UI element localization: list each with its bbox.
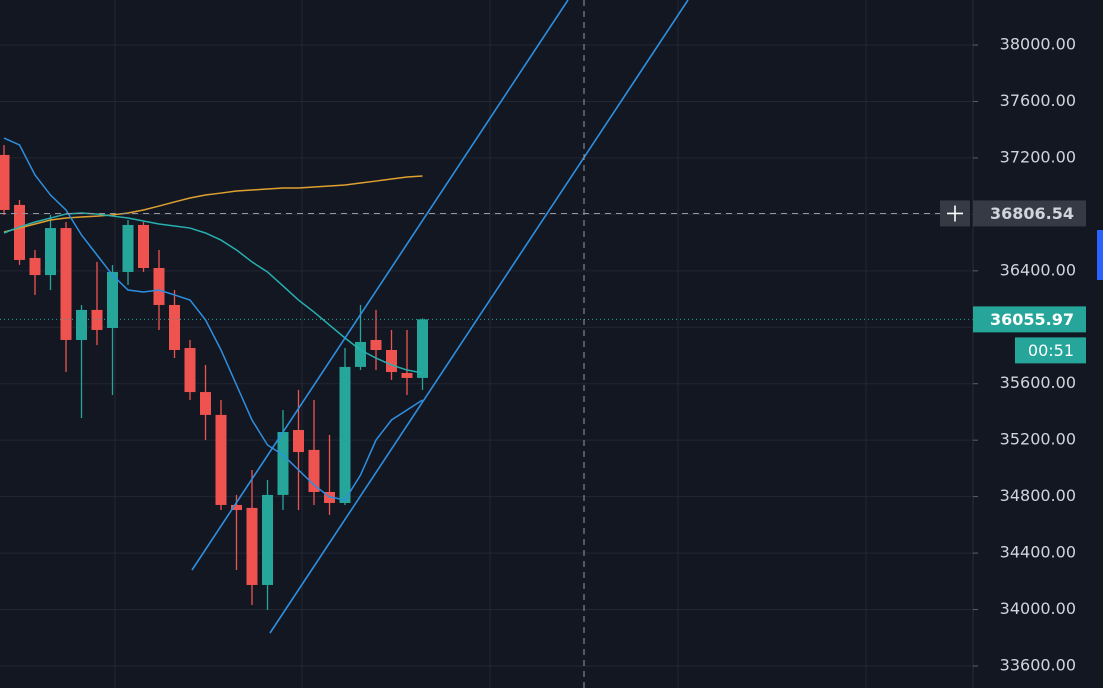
candle-body: [14, 204, 25, 260]
y-tick-label: 38000.00: [1000, 35, 1076, 54]
candle-body: [29, 257, 41, 276]
candle-body: [231, 504, 242, 511]
candle-body: [277, 431, 289, 495]
plot: [0, 137, 973, 610]
candle-body: [386, 349, 397, 373]
crosshair-price-box: [973, 200, 1086, 227]
candle-body: [169, 304, 180, 350]
y-tick-label: 34400.00: [1000, 543, 1076, 562]
y-tick-label: 37600.00: [1000, 91, 1076, 110]
candle-body: [293, 430, 304, 453]
candle-body: [153, 268, 165, 305]
y-tick-label: 34000.00: [1000, 599, 1076, 618]
scroll-indicator: [1097, 230, 1103, 280]
y-tick-label: 37200.00: [1000, 147, 1076, 166]
candle-body: [122, 224, 134, 272]
crosshair-plus: [947, 205, 963, 222]
candle-body: [45, 228, 56, 276]
y-tick-label: 35200.00: [1000, 430, 1076, 449]
candle-body: [355, 341, 366, 367]
last-price-box: [973, 306, 1086, 333]
candle-body: [246, 507, 258, 585]
candle-body: [60, 228, 72, 340]
y-tick-label: 34800.00: [1000, 486, 1076, 505]
candle-body: [0, 154, 10, 210]
candle-body: [91, 309, 103, 330]
candle-body: [107, 271, 118, 328]
candle-body: [308, 449, 320, 492]
y-tick-label: 33600.00: [1000, 655, 1076, 674]
channel-drawing: [191, 0, 689, 634]
candle-body: [417, 319, 428, 378]
candle-body: [76, 309, 87, 340]
candle-body: [200, 392, 211, 415]
last-price-label: 36055.97: [990, 310, 1074, 329]
candle-body: [262, 494, 273, 585]
countdown-box: [1015, 337, 1086, 364]
candle-body: [370, 339, 382, 350]
channel-line: [191, 0, 569, 571]
price-axis: 38000.00 37600.00 37200.00 36400.00 35600.00…: [940, 35, 1086, 674]
candle-body: [215, 414, 227, 505]
vertical-grid: [114, 0, 867, 688]
candle-body: [339, 366, 351, 503]
y-tick-label: 36400.00: [1000, 260, 1076, 279]
candle-body: [401, 373, 413, 378]
moving-average: [3, 212, 423, 374]
moving-average: [3, 137, 423, 501]
moving-average: [3, 175, 423, 233]
channel-line: [269, 0, 689, 634]
grid: [0, 44, 973, 667]
candle-body: [184, 348, 196, 393]
countdown-label: 00:51: [1028, 341, 1074, 360]
crosshair-price-label: 36806.54: [990, 204, 1074, 223]
candle-body: [138, 224, 149, 269]
y-tick-label: 35600.00: [1000, 373, 1076, 392]
